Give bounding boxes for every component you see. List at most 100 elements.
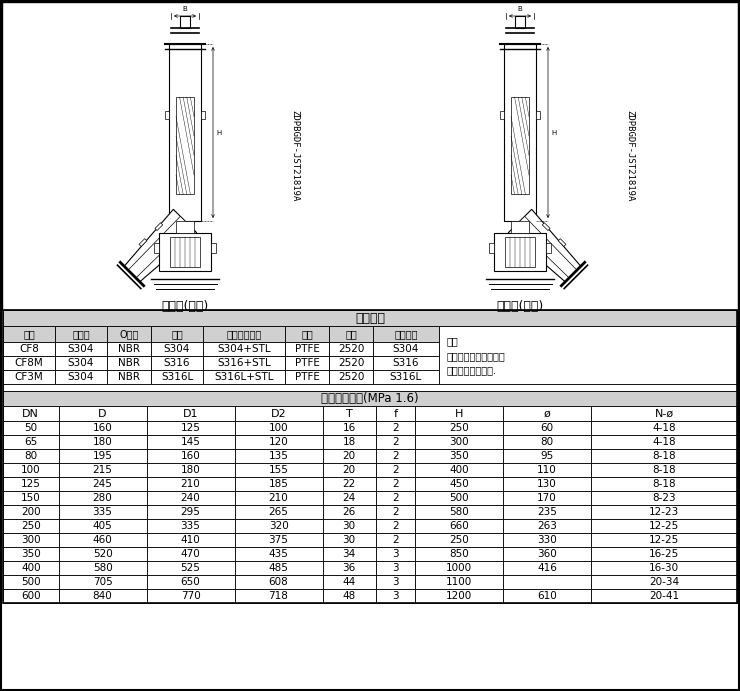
- Text: PTFE: PTFE: [295, 372, 320, 382]
- Text: ø: ø: [544, 408, 551, 419]
- Bar: [376, 435, 415, 449]
- Text: 335: 335: [181, 521, 201, 531]
- Bar: [376, 421, 415, 435]
- Text: 300: 300: [449, 437, 469, 447]
- Text: 610: 610: [537, 591, 557, 601]
- Bar: [373, 326, 439, 342]
- Bar: [107, 356, 151, 370]
- Text: 300: 300: [21, 535, 41, 545]
- Text: 330: 330: [537, 535, 557, 545]
- Text: B: B: [517, 6, 522, 12]
- Polygon shape: [538, 259, 545, 267]
- Text: 30: 30: [343, 535, 356, 545]
- Bar: [323, 449, 376, 463]
- Text: 150: 150: [21, 493, 41, 503]
- Polygon shape: [128, 216, 189, 278]
- Text: 阀座及密封面: 阀座及密封面: [226, 329, 262, 339]
- Text: 48: 48: [343, 591, 356, 601]
- Text: 阀杆: 阀杆: [345, 329, 357, 339]
- Bar: [235, 477, 323, 491]
- Text: 65: 65: [24, 437, 38, 447]
- Bar: [376, 547, 415, 561]
- Text: 160: 160: [92, 423, 112, 433]
- Bar: [285, 356, 329, 370]
- Text: 400: 400: [449, 465, 469, 475]
- Text: 135: 135: [269, 451, 289, 461]
- Text: 2: 2: [392, 465, 399, 475]
- Bar: [323, 491, 376, 505]
- Bar: [235, 575, 323, 589]
- Text: NBR: NBR: [118, 358, 140, 368]
- Bar: [415, 533, 503, 547]
- Text: 250: 250: [449, 423, 469, 433]
- Bar: [58, 491, 147, 505]
- Text: NBR: NBR: [118, 344, 140, 354]
- Bar: [58, 589, 147, 603]
- Text: 填料: 填料: [301, 329, 313, 339]
- Bar: [107, 342, 151, 356]
- Text: 350: 350: [21, 549, 41, 559]
- Bar: [415, 463, 503, 477]
- Text: H: H: [455, 408, 463, 419]
- Text: 580: 580: [449, 507, 469, 517]
- Bar: [503, 491, 591, 505]
- Text: 295: 295: [181, 507, 201, 517]
- Text: 24: 24: [343, 493, 356, 503]
- Bar: [323, 463, 376, 477]
- Text: O形圈: O形圈: [119, 329, 138, 339]
- Bar: [503, 463, 591, 477]
- Text: 145: 145: [181, 437, 201, 447]
- Text: 450: 450: [449, 479, 469, 489]
- Bar: [203, 370, 285, 384]
- Bar: [3, 326, 55, 342]
- Text: T: T: [346, 408, 352, 419]
- Bar: [203, 326, 285, 342]
- Bar: [3, 463, 58, 477]
- Text: 250: 250: [449, 535, 469, 545]
- Text: 416: 416: [537, 563, 557, 573]
- Text: 34: 34: [343, 549, 356, 559]
- Polygon shape: [508, 209, 581, 282]
- Text: D: D: [98, 408, 107, 419]
- Bar: [3, 533, 58, 547]
- Bar: [147, 435, 235, 449]
- Bar: [285, 370, 329, 384]
- Bar: [3, 406, 58, 421]
- Bar: [58, 533, 147, 547]
- Text: 250: 250: [21, 521, 41, 531]
- Bar: [591, 463, 737, 477]
- Text: 215: 215: [92, 465, 112, 475]
- Bar: [3, 547, 58, 561]
- Bar: [323, 519, 376, 533]
- Bar: [591, 449, 737, 463]
- Bar: [376, 533, 415, 547]
- Bar: [3, 310, 737, 326]
- Polygon shape: [522, 243, 530, 251]
- Text: 8-23: 8-23: [652, 493, 676, 503]
- Text: NBR: NBR: [118, 372, 140, 382]
- Bar: [415, 435, 503, 449]
- Bar: [3, 342, 55, 356]
- Text: 2520: 2520: [338, 344, 364, 354]
- Bar: [503, 575, 591, 589]
- Bar: [591, 491, 737, 505]
- Bar: [151, 370, 203, 384]
- Bar: [147, 449, 235, 463]
- Bar: [546, 243, 551, 253]
- Text: S316L+STL: S316L+STL: [215, 372, 274, 382]
- Bar: [503, 449, 591, 463]
- Bar: [58, 435, 147, 449]
- Text: H: H: [216, 129, 221, 135]
- Text: 320: 320: [269, 521, 289, 531]
- Bar: [3, 435, 58, 449]
- Text: PTFE: PTFE: [295, 344, 320, 354]
- Bar: [503, 505, 591, 519]
- Bar: [147, 491, 235, 505]
- Bar: [58, 519, 147, 533]
- Text: B: B: [183, 6, 187, 12]
- Bar: [180, 16, 190, 28]
- Bar: [58, 547, 147, 561]
- Bar: [211, 243, 216, 253]
- Text: 44: 44: [343, 577, 356, 587]
- Text: 其它材料的配置可根据: 其它材料的配置可根据: [447, 351, 505, 361]
